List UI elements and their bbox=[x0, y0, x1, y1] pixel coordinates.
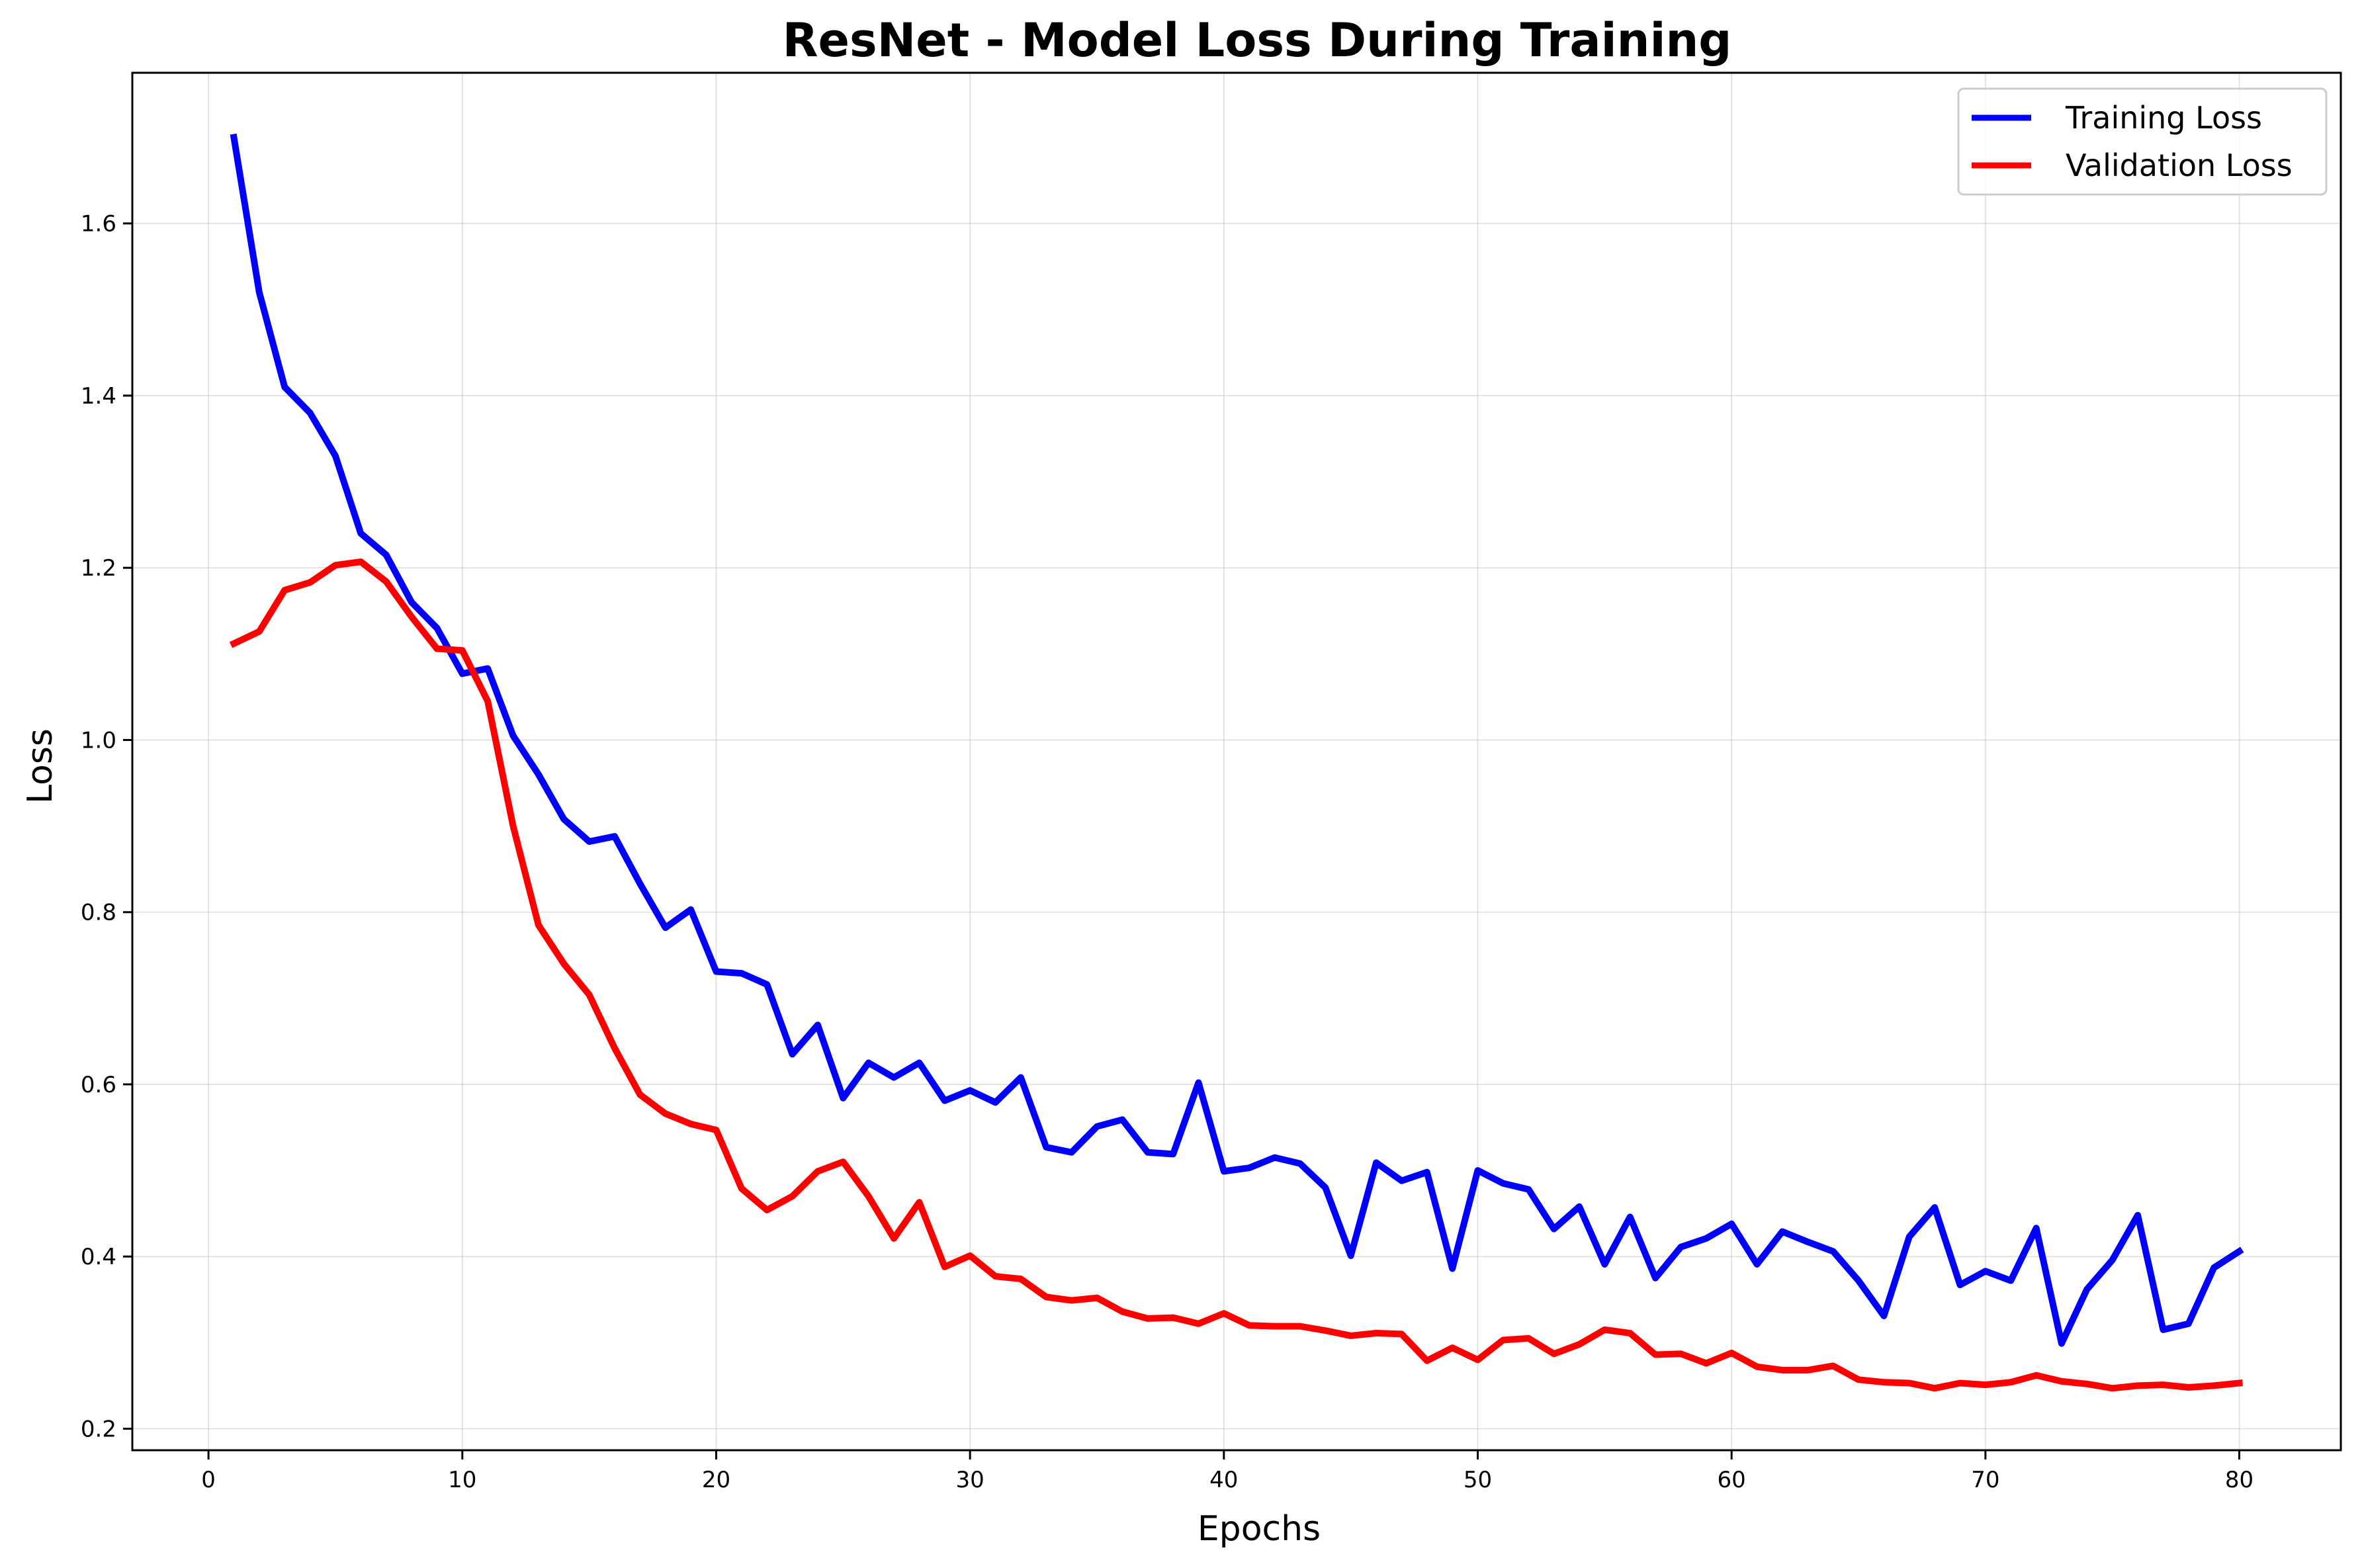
axis-ticks: 0 10 20 30 40 50 60 70 80 0.2 0.4 0.6 0.8 1.0 1.2 1.4 1.… bbox=[81, 211, 2253, 1493]
y-tick-label: 0.8 bbox=[81, 900, 116, 926]
x-tick-label: 10 bbox=[448, 1467, 476, 1493]
y-tick-label: 1.0 bbox=[81, 727, 116, 754]
x-tick-label: 20 bbox=[702, 1467, 730, 1493]
legend-label-training: Training Loss bbox=[2065, 100, 2262, 136]
training-loss-line bbox=[230, 133, 2244, 1347]
validation-loss-line bbox=[229, 558, 2244, 1392]
x-tick-label: 80 bbox=[2225, 1467, 2253, 1493]
legend-label-validation: Validation Loss bbox=[2066, 148, 2293, 183]
x-tick-label: 0 bbox=[201, 1467, 216, 1493]
y-tick-label: 0.2 bbox=[81, 1416, 116, 1442]
x-tick-label: 30 bbox=[956, 1467, 984, 1493]
y-tick-label: 1.6 bbox=[81, 211, 116, 238]
x-tick-label: 50 bbox=[1464, 1467, 1492, 1493]
y-tick-label: 0.4 bbox=[81, 1244, 116, 1270]
legend-frame bbox=[1957, 87, 2328, 196]
y-tick-label: 0.6 bbox=[81, 1072, 116, 1098]
x-tick-label: 40 bbox=[1209, 1467, 1238, 1493]
series-lines bbox=[229, 133, 2244, 1392]
y-tick-label: 1.4 bbox=[81, 383, 116, 410]
y-tick-label: 1.2 bbox=[81, 555, 116, 582]
x-axis-label: Epochs bbox=[1198, 1509, 1321, 1549]
grid bbox=[132, 73, 2341, 1450]
chart-title: ResNet - Model Loss During Training bbox=[783, 13, 1732, 67]
legend: Training Loss Validation Loss bbox=[1957, 87, 2328, 196]
x-tick-label: 60 bbox=[1718, 1467, 1746, 1493]
x-tick-label: 70 bbox=[1971, 1467, 1999, 1493]
y-axis-label: Loss bbox=[21, 728, 60, 804]
plot-frame bbox=[131, 71, 2342, 1452]
